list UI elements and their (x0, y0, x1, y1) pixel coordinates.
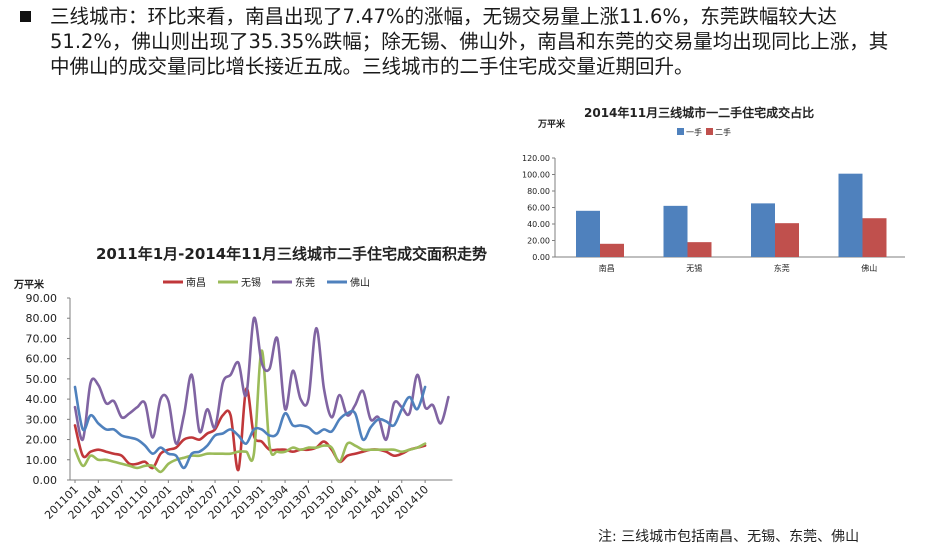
line-legend-label: 东莞 (295, 276, 315, 289)
line-legend-label: 无锡 (241, 276, 261, 289)
bar-y-tick-label: 40.00 (527, 220, 550, 229)
bar (687, 242, 712, 257)
line-y-unit-label: 万平米 (13, 278, 45, 291)
bar (663, 205, 688, 257)
bar (600, 243, 624, 257)
series-line-无锡 (73, 349, 427, 474)
bar-y-tick-label: 120.00 (522, 154, 550, 163)
line-chart-title: 2011年1月-2014年11月三线城市二手住宅成交面积走势 (96, 245, 488, 263)
series-line-东莞 (73, 316, 450, 445)
bar-y-tick-label: 100.00 (522, 171, 550, 180)
bar-x-tick-label: 无锡 (686, 264, 702, 273)
bar-y-unit-label: 万平米 (537, 118, 566, 130)
bar (751, 203, 775, 257)
bar-y-tick-label: 80.00 (527, 187, 550, 196)
bar-legend-label: 二手 (715, 127, 731, 137)
summary-text: 三线城市：环比来看，南昌出现了7.47%的涨幅，无锡交易量上涨11.6%，东莞跌… (50, 5, 889, 78)
bar-x-tick-label: 东莞 (774, 263, 790, 273)
line-chart: 万平米 南昌 无锡 东莞 佛山 0.00 10.00 20.00 30.00 40.00 50.00… (13, 276, 453, 522)
bar-chart-title: 2014年11月三线城市一二手住宅成交占比 (584, 106, 815, 120)
bar (838, 173, 863, 257)
bar-y-tick-label: 20.00 (527, 237, 550, 246)
bar (576, 210, 600, 257)
line-y-tick-label: 40.00 (26, 393, 58, 406)
bar-x-tick-label: 佛山 (861, 263, 877, 273)
bar-x-tick-label: 南昌 (599, 263, 615, 273)
line-y-tick-label: 20.00 (26, 434, 58, 447)
series-line-佛山 (73, 385, 427, 470)
line-y-tick-label: 50.00 (26, 373, 58, 386)
line-y-tick-label: 0.00 (33, 474, 58, 487)
line-legend-label: 南昌 (186, 276, 206, 289)
line-y-tick-label: 10.00 (26, 454, 58, 467)
line-y-tick-label: 60.00 (26, 353, 58, 366)
bar-y-tick-label: 60.00 (527, 204, 550, 213)
bar-legend-swatch (677, 128, 684, 135)
bar-legend-swatch (706, 128, 713, 135)
line-y-tick-label: 70.00 (26, 332, 58, 345)
bar-legend-label: 一手 (686, 127, 702, 137)
line-legend-label: 佛山 (350, 276, 370, 289)
line-y-tick-label: 90.00 (26, 292, 58, 305)
line-y-tick-label: 80.00 (26, 312, 58, 325)
summary-paragraph: 三线城市：环比来看，南昌出现了7.47%的涨幅，无锡交易量上涨11.6%，东莞跌… (20, 4, 902, 79)
bar (775, 223, 799, 257)
bullet-icon (20, 11, 31, 22)
footnote: 注: 三线城市包括南昌、无锡、东莞、佛山 (598, 529, 860, 545)
bar (862, 218, 887, 257)
line-y-tick-label: 30.00 (26, 413, 58, 426)
bar-y-tick-label: 0.00 (532, 253, 550, 262)
